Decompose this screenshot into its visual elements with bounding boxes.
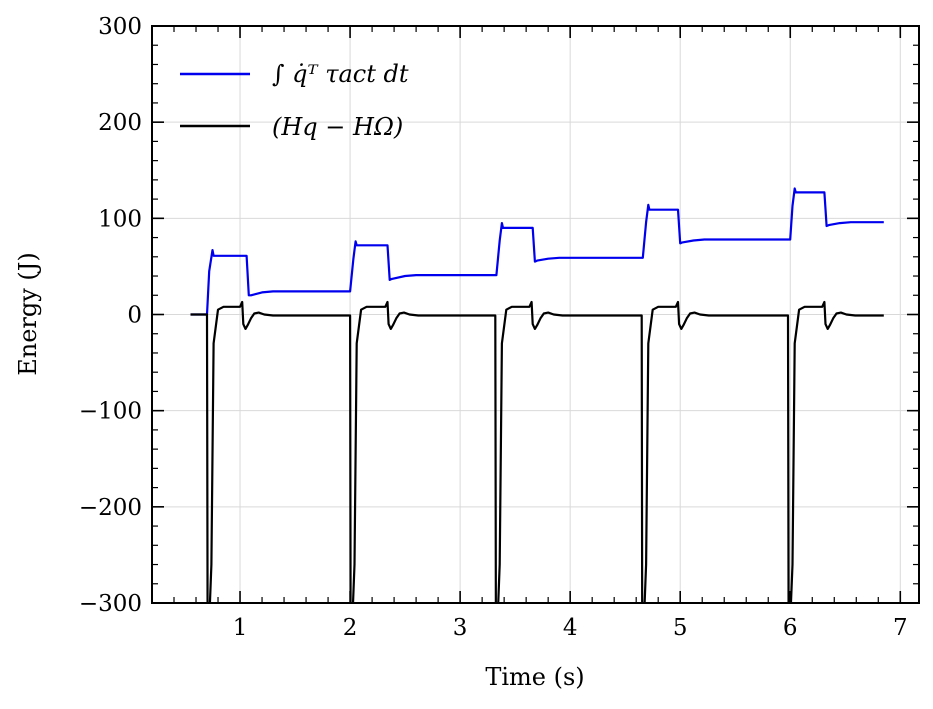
series-line-energy-diff bbox=[190, 300, 884, 603]
x-tick-label: 6 bbox=[783, 615, 798, 641]
y-tick-label: 200 bbox=[98, 110, 142, 136]
grid bbox=[152, 26, 919, 603]
y-tick-label: −100 bbox=[79, 399, 142, 425]
x-tick-label: 2 bbox=[343, 615, 358, 641]
ticks bbox=[151, 25, 919, 604]
y-tick-label: −300 bbox=[79, 591, 142, 617]
series-line-work bbox=[190, 187, 884, 316]
y-tick-label: 300 bbox=[98, 14, 142, 40]
y-tick-label: 0 bbox=[127, 303, 142, 329]
y-tick-label: −200 bbox=[79, 495, 142, 521]
legend-label-work: ∫ q̇ᵀ τact dt bbox=[272, 60, 409, 88]
tick-labels: 1 2 3 4 5 6 7 −300 −200 −100 0 100 200 300 bbox=[79, 14, 908, 641]
legend-label-energy-diff: (Hq − HΩ) bbox=[272, 113, 403, 141]
legend: ∫ q̇ᵀ τact dt (Hq − HΩ) bbox=[180, 60, 409, 141]
x-axis-label: Time (s) bbox=[485, 663, 584, 691]
y-axis-label: Energy (J) bbox=[14, 252, 42, 376]
x-tick-label: 7 bbox=[893, 615, 908, 641]
x-tick-label: 5 bbox=[673, 615, 688, 641]
x-tick-label: 1 bbox=[233, 615, 248, 641]
y-tick-label: 100 bbox=[98, 206, 142, 232]
x-tick-label: 3 bbox=[453, 615, 468, 641]
x-tick-label: 4 bbox=[563, 615, 578, 641]
series-group bbox=[190, 187, 884, 603]
